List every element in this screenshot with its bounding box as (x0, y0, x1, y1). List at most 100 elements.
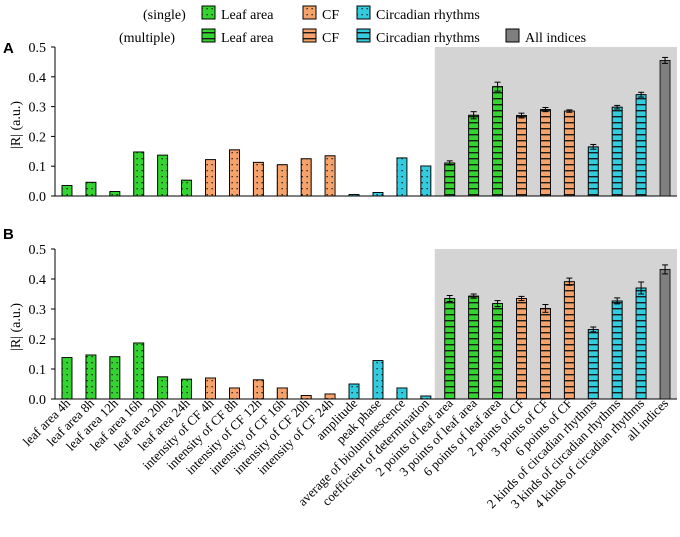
panel-b-bar-pattern (516, 298, 527, 400)
panel-a-error-bar (566, 109, 573, 113)
panel-b-bar-pattern (157, 376, 169, 400)
panel-a-error-bar (446, 160, 453, 166)
panel-a-bar-pattern (229, 149, 240, 197)
panel-b-bar-pattern (300, 394, 312, 400)
legend: (single) (multiple) Leaf area CF Circadi… (119, 5, 586, 46)
panel-b-bar-pattern (444, 298, 456, 400)
panel-b-bar-pattern (396, 387, 408, 400)
panel-b-bar-pattern (420, 395, 432, 400)
panel-b-bar-pattern (276, 387, 288, 400)
legend-swatch-single-cf-pattern (302, 5, 317, 20)
legend-label-single-leaf: Leaf area (221, 8, 274, 23)
panel-a-bar-pattern (181, 179, 192, 197)
panel-b-bar-pattern (540, 307, 551, 400)
panel-b-error-bar (470, 293, 477, 299)
panel-a-ytick-label: 0.2 (29, 130, 47, 145)
panel-b-error-bar (638, 281, 645, 295)
panel-a-bar-pattern (324, 155, 336, 197)
panel-b-bar-pattern (252, 379, 264, 400)
panel-a-bar-pattern (540, 109, 551, 197)
legend-swatch-multiple-circadian-pattern (356, 28, 371, 43)
panel-a-bar-pattern (635, 94, 647, 197)
legend-swatch-all-indices (505, 28, 520, 43)
panel-b-ytick-label: 0.4 (29, 273, 47, 288)
panel-a-bar-pattern (563, 110, 575, 197)
legend-row-multiple-label: (multiple) (119, 31, 175, 46)
panel-b-bar-pattern (468, 295, 480, 400)
panel-b-bar-pattern (109, 356, 121, 400)
panel-a-bar-pattern (85, 181, 97, 197)
panel-a-bar-pattern (276, 164, 288, 197)
panel-b-bar-pattern (348, 383, 360, 400)
panel-b-bar-pattern (205, 377, 216, 400)
panel-a-error-bar (590, 143, 597, 150)
panel-b-bar-pattern (61, 357, 73, 400)
panel-a-bar-pattern (300, 158, 312, 197)
legend-swatch-multiple-cf-pattern (302, 28, 317, 43)
panel-a-bar-pattern (420, 165, 432, 197)
panel-a-ytick-label: 0.5 (29, 41, 47, 56)
panel-a-bar-pattern (492, 86, 503, 197)
panel-a-bar-pattern (444, 162, 456, 197)
panel-a-error-bar (494, 81, 501, 92)
panel-a-ytick-label: 0.0 (29, 190, 47, 205)
panel-b-error-bar (614, 297, 621, 305)
panel-b-error-bar (446, 295, 453, 302)
panel-b-ylabel: |R| (a.u.) (9, 303, 24, 351)
panel-a-error-bar (518, 112, 525, 119)
legend-label-single-circadian: Circadian rhythms (376, 8, 480, 23)
panel-a-ytick-label: 0.3 (29, 101, 47, 116)
panel-b: B |R| (a.u.) 0.0 0.1 0.2 0.3 0.4 0.5 (3, 226, 677, 408)
panel-a-letter: A (3, 40, 14, 57)
panel-a-bar-pattern (372, 192, 384, 197)
panel-b-bar-pattern (229, 387, 240, 400)
panel-a-bar-pattern (611, 106, 623, 197)
panel-b-error-bar (590, 326, 597, 333)
panel-a-bar-pattern (109, 191, 121, 197)
panel-b-ytick-label: 0.0 (29, 393, 47, 408)
panel-a-ylabel: |R| (a.u.) (9, 101, 24, 149)
panel-a-bar-pattern (61, 185, 73, 197)
panel-b-bar-pattern (324, 393, 336, 400)
legend-label-multiple-circadian: Circadian rhythms (376, 31, 480, 46)
panel-b-ytick-label: 0.1 (29, 363, 47, 378)
panel-b-ytick-label: 0.2 (29, 333, 47, 348)
panel-b-bar-pattern (635, 287, 647, 400)
panel-a-ytick-label: 0.1 (29, 160, 47, 175)
panel-a-error-bar (614, 104, 621, 110)
panel-b-bar-pattern (492, 303, 503, 400)
panel-b-bar (659, 268, 671, 400)
panel-a-bar-pattern (468, 114, 480, 197)
panel-a-bar-pattern (348, 194, 360, 197)
panel-b-bar-pattern (611, 300, 623, 400)
legend-swatch-single-circadian-pattern (356, 5, 371, 20)
panel-a-error-bar (470, 111, 477, 120)
panel-b-letter: B (3, 226, 14, 243)
legend-swatch-single-leaf-pattern (201, 5, 216, 20)
panel-b-bar-pattern (133, 342, 145, 400)
panel-b-error-bar (566, 277, 573, 286)
panel-a-bar-pattern (516, 115, 527, 197)
panel-b-error-bar (518, 295, 525, 302)
panel-a-error-bar (662, 56, 669, 64)
panel-a: A |R| (a.u.) 0.0 0.1 0.2 0.3 0.4 0.5 (3, 40, 677, 205)
legend-label-multiple-leaf: Leaf area (221, 31, 274, 46)
panel-a-bar-pattern (587, 146, 599, 197)
panel-a-bar-pattern (252, 161, 264, 197)
panel-a-bar (659, 60, 671, 197)
panel-b-bar-pattern (181, 378, 192, 400)
panel-a-bar-pattern (157, 154, 169, 197)
legend-swatch-multiple-leaf-pattern (201, 28, 216, 43)
panel-b-error-bar (662, 264, 669, 275)
panel-b-ytick-label: 0.3 (29, 303, 47, 318)
panel-a-bar-pattern (396, 157, 408, 197)
legend-label-multiple-cf: CF (322, 31, 339, 46)
panel-b-bar-pattern (587, 328, 599, 400)
panel-b-bar-pattern (372, 360, 384, 400)
panel-b-bar-pattern (563, 281, 575, 400)
panel-b-error-bar (542, 304, 549, 313)
panel-a-error-bar (638, 91, 645, 98)
panel-a-error-bar (542, 106, 549, 113)
panel-a-bar-pattern (133, 151, 145, 197)
